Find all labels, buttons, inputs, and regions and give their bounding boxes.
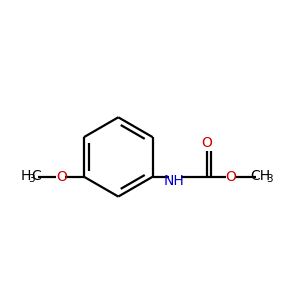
Text: O: O: [225, 170, 236, 184]
Text: O: O: [202, 136, 212, 150]
Text: H: H: [20, 169, 31, 183]
Text: NH: NH: [164, 174, 185, 188]
Text: CH: CH: [250, 169, 271, 183]
Text: O: O: [56, 170, 67, 184]
Text: 3: 3: [266, 174, 272, 184]
Text: 3: 3: [28, 174, 35, 184]
Text: C: C: [32, 169, 41, 183]
